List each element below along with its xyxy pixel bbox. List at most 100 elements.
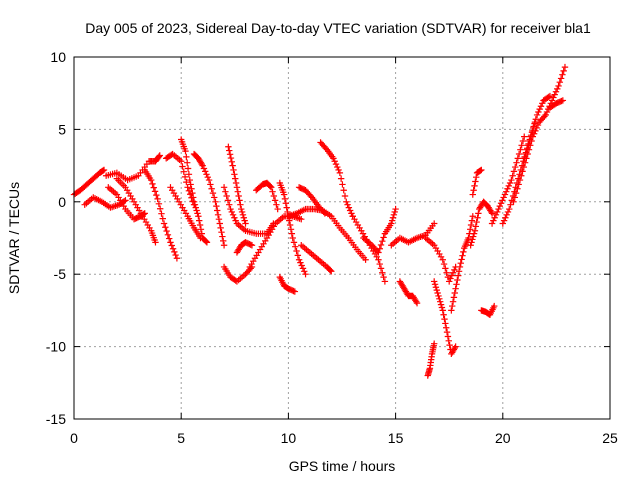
data-series (70, 166, 108, 198)
data-series (141, 166, 181, 262)
data-point (214, 207, 221, 214)
data-series (360, 205, 399, 256)
data-series (233, 239, 256, 256)
data-point (238, 205, 245, 213)
data-series (542, 63, 569, 119)
data-point (527, 133, 534, 140)
data-point (496, 202, 503, 210)
data-point (215, 215, 223, 223)
data-point (473, 173, 480, 181)
data-points (70, 63, 569, 379)
data-point (512, 163, 519, 171)
data-point (188, 185, 195, 192)
y-tick-label: -5 (54, 266, 67, 282)
data-point (295, 256, 303, 263)
data-point (521, 155, 528, 162)
data-point (528, 129, 536, 136)
data-point (184, 184, 191, 191)
data-point (203, 171, 210, 178)
data-point (388, 220, 395, 227)
data-series (276, 179, 309, 278)
data-series (448, 213, 476, 314)
data-point (444, 333, 452, 340)
data-point (452, 263, 459, 271)
data-series (422, 234, 459, 285)
data-point (561, 63, 569, 71)
data-point (375, 249, 382, 256)
data-point (470, 233, 477, 240)
data-point (500, 217, 508, 224)
data-point (241, 217, 248, 224)
data-series (469, 166, 485, 198)
data-point (514, 185, 521, 192)
data-point (459, 252, 466, 259)
data-series (246, 213, 305, 271)
data-point (520, 163, 528, 171)
data-point (447, 275, 454, 282)
data-series (467, 198, 496, 249)
data-point (192, 204, 199, 211)
data-point (211, 194, 218, 201)
data-point (530, 124, 537, 132)
data-point (446, 341, 453, 349)
data-series (488, 133, 528, 227)
data-point (336, 169, 344, 177)
data-point (238, 208, 246, 216)
data-point (220, 242, 228, 249)
data-point (232, 175, 239, 182)
data-point (231, 214, 238, 221)
data-point (190, 194, 197, 201)
data-series (478, 302, 498, 318)
data-point (446, 278, 453, 285)
data-point (467, 221, 475, 229)
data-point (392, 205, 399, 213)
data-point (542, 111, 549, 119)
data-series (295, 184, 329, 217)
data-point (159, 215, 166, 222)
data-point (207, 181, 214, 188)
data-point (519, 168, 526, 175)
data-point (162, 224, 169, 231)
data-point (389, 214, 397, 221)
data-point (455, 272, 462, 279)
data-point (274, 205, 281, 213)
data-point (469, 191, 476, 198)
data-point (286, 217, 293, 224)
data-point (499, 197, 506, 204)
data-point (380, 234, 387, 241)
data-point (196, 217, 203, 224)
data-point (491, 302, 498, 310)
data-point (183, 178, 190, 186)
data-point (412, 298, 420, 305)
data-point (442, 265, 449, 272)
data-point (185, 171, 193, 178)
data-point (183, 153, 190, 161)
data-point (235, 192, 242, 200)
data-point (457, 259, 464, 267)
data-point (495, 205, 502, 213)
data-point (156, 205, 164, 212)
grid-lines (74, 57, 610, 419)
data-point (340, 187, 347, 194)
data-point (442, 324, 450, 331)
data-point (334, 163, 341, 171)
y-tick-label: 10 (50, 49, 66, 65)
data-point (488, 208, 495, 216)
data-point (449, 269, 457, 276)
data-point (380, 273, 387, 281)
data-point (198, 160, 205, 168)
data-point (503, 211, 510, 219)
data-point (271, 197, 279, 204)
data-point (471, 227, 479, 234)
plot-frame (73, 56, 611, 420)
data-point (222, 188, 229, 195)
data-point (514, 155, 522, 162)
data-series (178, 136, 211, 246)
data-point (435, 292, 442, 300)
data-point (551, 91, 558, 98)
data-point (439, 256, 446, 263)
data-point (290, 239, 298, 246)
data-point (521, 133, 528, 140)
data-series (253, 179, 281, 213)
